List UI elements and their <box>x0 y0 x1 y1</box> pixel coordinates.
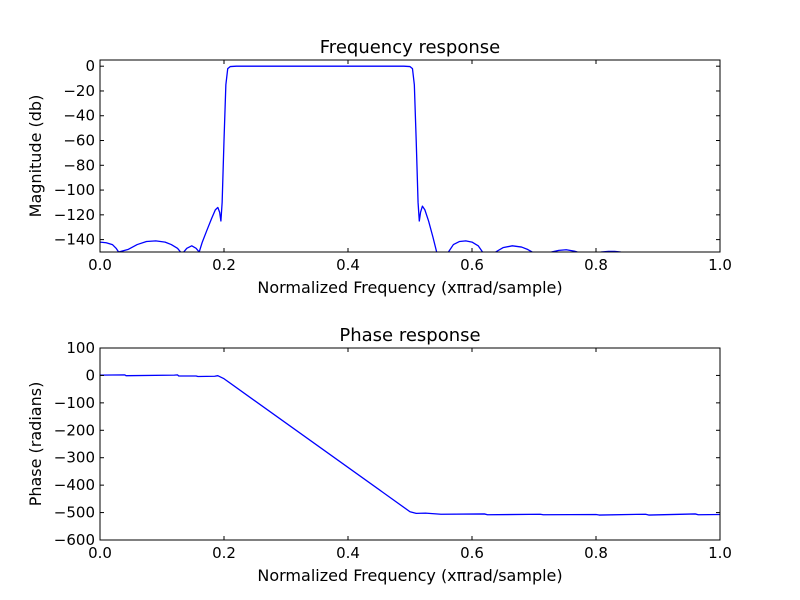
magnitude-ytick-label: −60 <box>63 132 95 150</box>
phase-title: Phase response <box>339 325 480 346</box>
phase-xtick-label: 0.2 <box>212 544 236 562</box>
phase-ytick-label: −500 <box>54 504 95 522</box>
magnitude-curve-segment <box>495 245 533 252</box>
phase-ytick-label: −300 <box>54 449 95 467</box>
phase-ylabel: Phase (radians) <box>26 382 45 507</box>
magnitude-curve-segment <box>447 240 484 252</box>
magnitude-curve-segment <box>551 249 578 252</box>
phase-xtick-label: 0.8 <box>584 544 608 562</box>
magnitude-plot: Frequency response 0.0 0.2 0.4 0.6 0.8 1.0 0 −… <box>26 37 732 297</box>
phase-plot: Phase response 0.0 0.2 0.4 0.6 0.8 1.0 100 0 −1… <box>26 325 732 585</box>
phase-ytick-label: 0 <box>85 366 95 384</box>
phase-curve-group <box>100 374 720 516</box>
magnitude-ytick-label: −20 <box>63 82 95 100</box>
magnitude-curve-group <box>100 65 621 252</box>
magnitude-x-ticks: 0.0 0.2 0.4 0.6 0.8 1.0 <box>88 60 732 274</box>
phase-x-ticks: 0.0 0.2 0.4 0.6 0.8 1.0 <box>88 348 732 562</box>
magnitude-xlabel: Normalized Frequency (xπrad/sample) <box>257 278 562 297</box>
phase-xlabel: Normalized Frequency (xπrad/sample) <box>257 566 562 585</box>
phase-curve-segment <box>100 374 720 516</box>
magnitude-xtick-label: 0.4 <box>336 256 360 274</box>
magnitude-curve-segment <box>100 241 120 252</box>
magnitude-xtick-label: 0.6 <box>460 256 484 274</box>
magnitude-ytick-label: 0 <box>85 57 95 75</box>
phase-xtick-label: 0.0 <box>88 544 112 562</box>
magnitude-title: Frequency response <box>320 37 500 58</box>
phase-ytick-label: −200 <box>54 421 95 439</box>
phase-y-ticks: 100 0 −100 −200 −300 −400 −500 −600 <box>54 339 720 549</box>
magnitude-axes-frame <box>99 59 721 253</box>
magnitude-ylabel: Magnitude (db) <box>26 95 45 218</box>
magnitude-curve-segment <box>118 240 182 252</box>
magnitude-ytick-label: −40 <box>63 107 95 125</box>
phase-ytick-label: −400 <box>54 476 95 494</box>
phase-ytick-label: −600 <box>54 531 95 549</box>
magnitude-ytick-label: −80 <box>63 156 95 174</box>
phase-axes-frame <box>99 347 721 541</box>
phase-xtick-label: 0.6 <box>460 544 484 562</box>
magnitude-xtick-label: 0.0 <box>88 256 112 274</box>
phase-xtick-label: 1.0 <box>708 544 732 562</box>
magnitude-ytick-label: −140 <box>54 231 95 249</box>
magnitude-ytick-label: −120 <box>54 206 95 224</box>
phase-ytick-label: 100 <box>66 339 95 357</box>
magnitude-xtick-label: 0.2 <box>212 256 236 274</box>
magnitude-curve-segment <box>183 245 200 252</box>
magnitude-ytick-label: −100 <box>54 181 95 199</box>
magnitude-xtick-label: 0.8 <box>584 256 608 274</box>
phase-ytick-label: −100 <box>54 394 95 412</box>
phase-xtick-label: 0.4 <box>336 544 360 562</box>
magnitude-y-ticks: 0 −20 −40 −60 −80 −100 −120 −140 <box>54 57 720 249</box>
magnitude-curve-segment <box>198 65 438 252</box>
magnitude-xtick-label: 1.0 <box>708 256 732 274</box>
